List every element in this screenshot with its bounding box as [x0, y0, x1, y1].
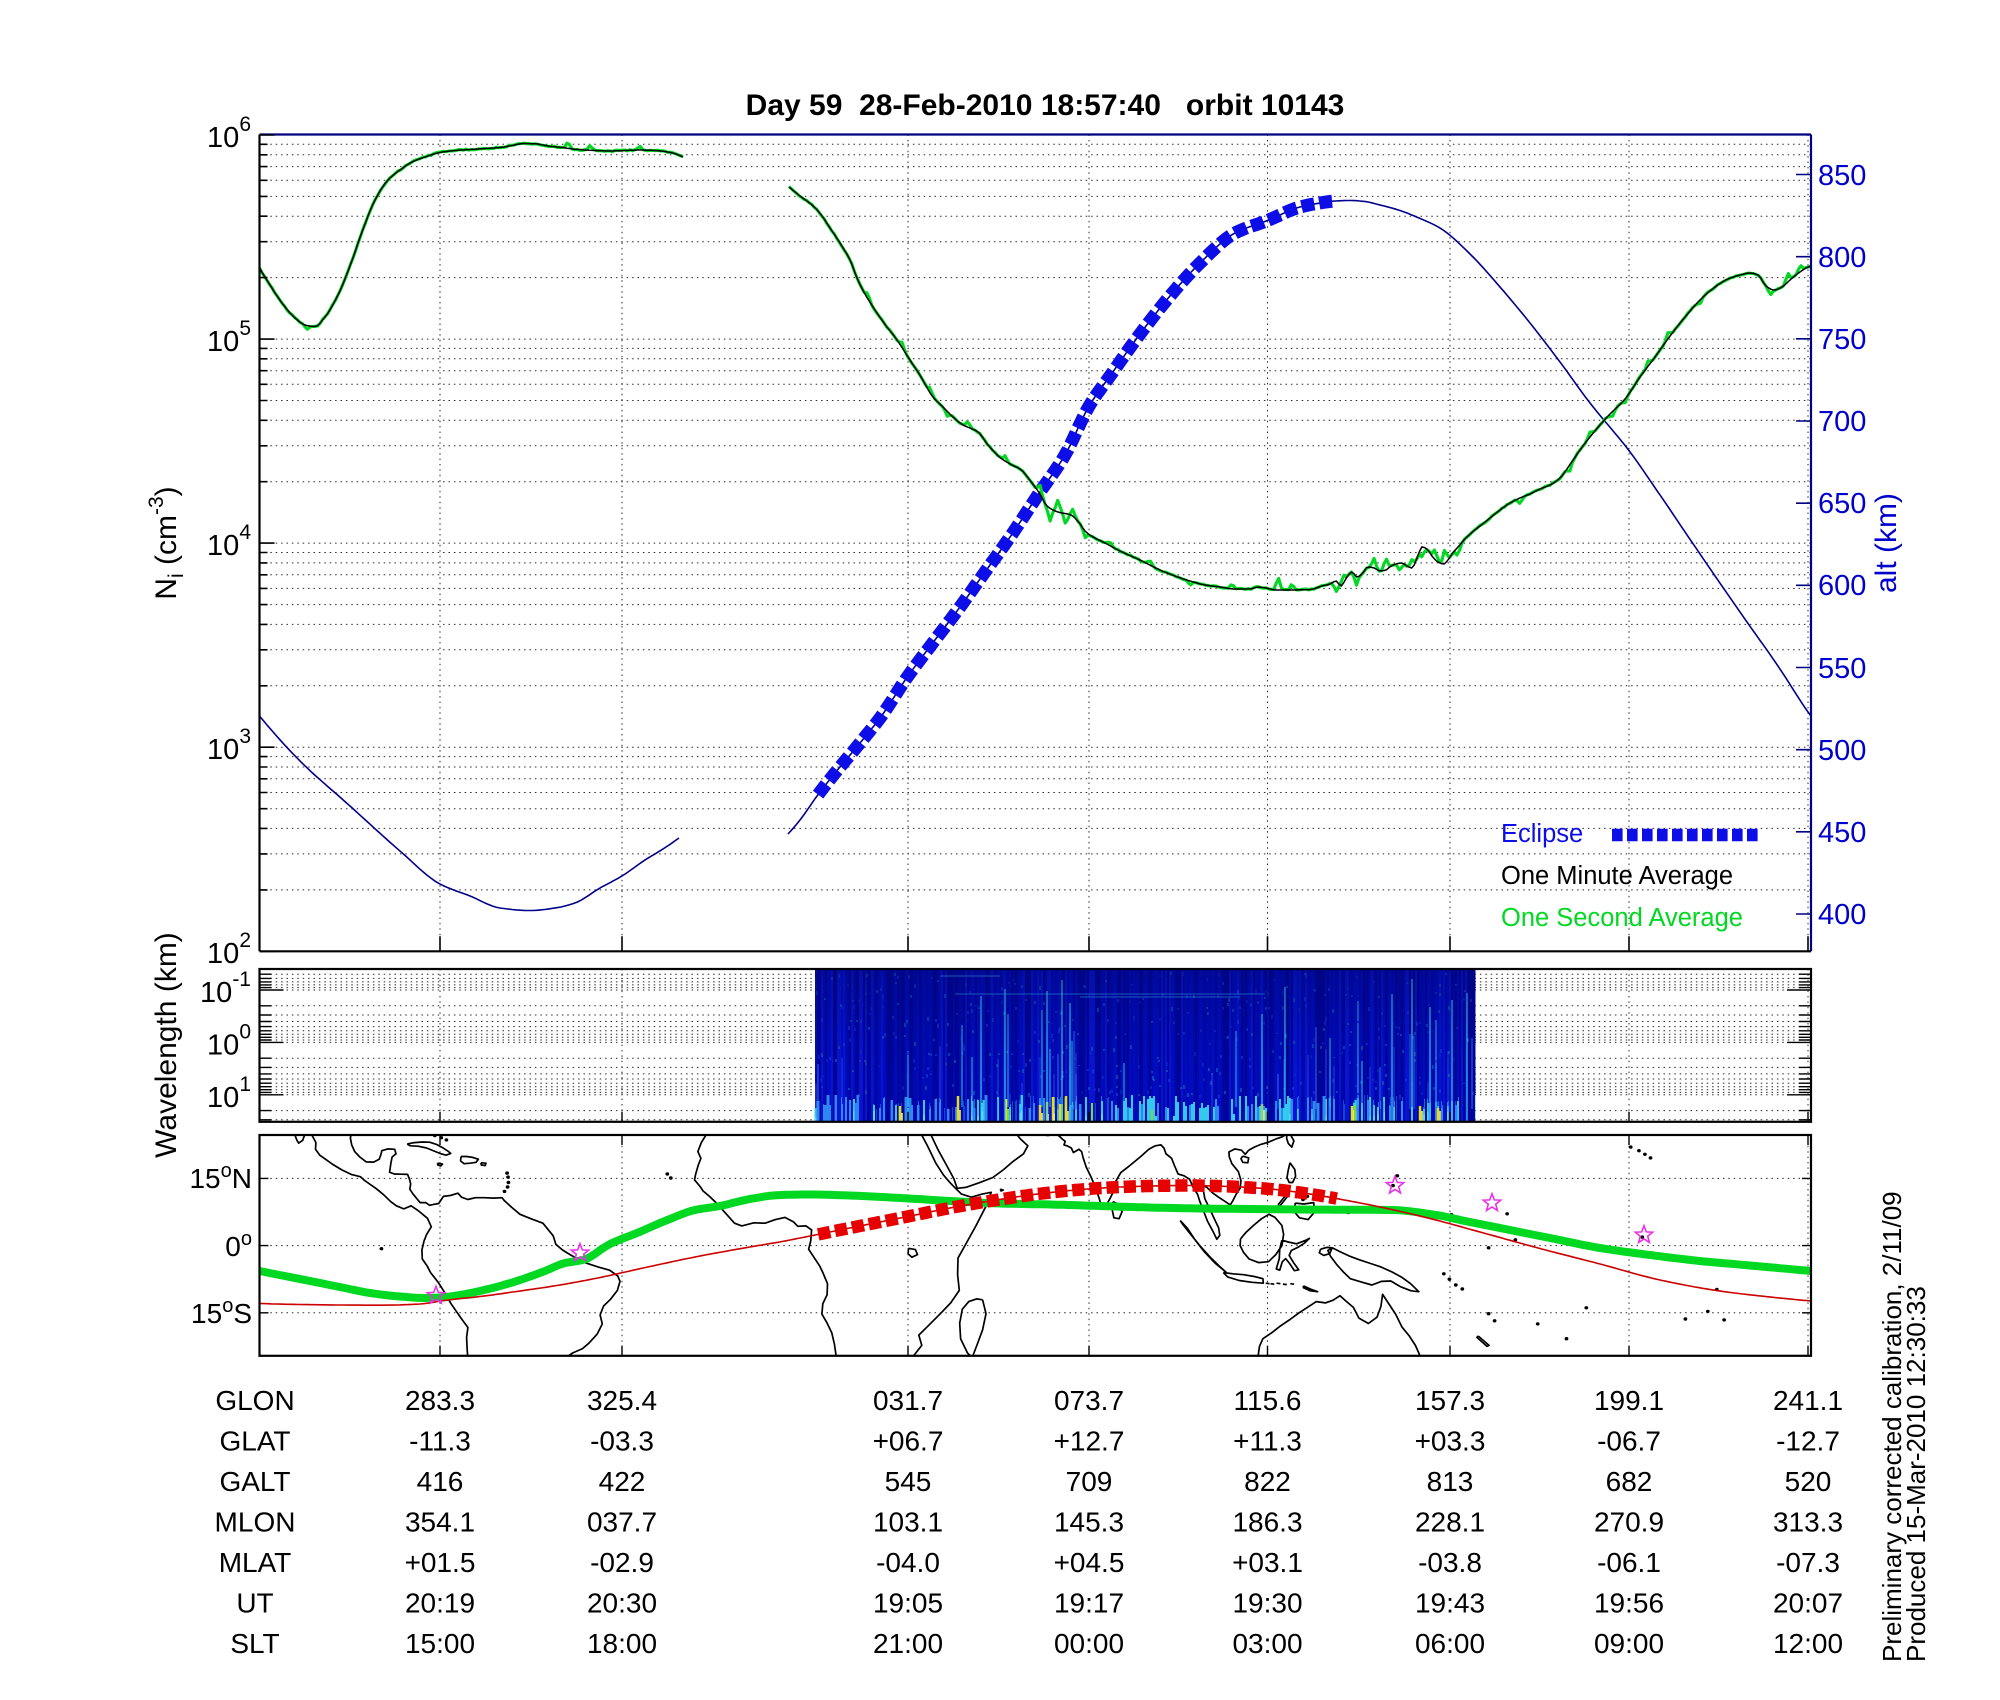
svg-text:+04.5: +04.5 — [1054, 1547, 1125, 1578]
svg-text:18:00: 18:00 — [587, 1628, 657, 1659]
svg-text:+06.7: +06.7 — [873, 1426, 944, 1457]
svg-text:-04.0: -04.0 — [876, 1547, 940, 1578]
svg-text:600: 600 — [1818, 570, 1866, 602]
svg-text:-11.3: -11.3 — [409, 1426, 471, 1457]
svg-text:GLAT: GLAT — [219, 1426, 290, 1457]
svg-text:-03.3: -03.3 — [590, 1426, 654, 1457]
svg-text:400: 400 — [1818, 899, 1866, 931]
svg-text:450: 450 — [1818, 817, 1866, 849]
svg-text:20:19: 20:19 — [405, 1588, 475, 1619]
svg-text:-12.7: -12.7 — [1776, 1426, 1840, 1457]
svg-text:241.1: 241.1 — [1773, 1385, 1843, 1416]
svg-text:700: 700 — [1818, 406, 1866, 438]
svg-text:UT: UT — [236, 1588, 273, 1619]
svg-text:20:30: 20:30 — [587, 1588, 657, 1619]
svg-text:One Second Average: One Second Average — [1501, 904, 1743, 932]
svg-text:709: 709 — [1066, 1466, 1113, 1497]
svg-text:Preliminary corrected calibrat: Preliminary corrected calibration, 2/11/… — [1877, 1191, 1907, 1662]
svg-text:682: 682 — [1606, 1466, 1653, 1497]
svg-text:283.3: 283.3 — [405, 1385, 475, 1416]
svg-text:-06.7: -06.7 — [1597, 1426, 1661, 1457]
svg-text:313.3: 313.3 — [1773, 1507, 1843, 1538]
svg-text:+11.3: +11.3 — [1233, 1426, 1302, 1457]
svg-text:073.7: 073.7 — [1054, 1385, 1124, 1416]
svg-text:09:00: 09:00 — [1594, 1628, 1664, 1659]
svg-text:20:07: 20:07 — [1773, 1588, 1843, 1619]
svg-text:545: 545 — [885, 1466, 932, 1497]
svg-text:145.3: 145.3 — [1054, 1507, 1124, 1538]
svg-text:103.1: 103.1 — [873, 1507, 943, 1538]
svg-text:alt (km): alt (km) — [1870, 493, 1903, 593]
svg-text:+12.7: +12.7 — [1054, 1426, 1125, 1457]
svg-text:813: 813 — [1427, 1466, 1474, 1497]
svg-text:GLON: GLON — [215, 1385, 294, 1416]
svg-text:199.1: 199.1 — [1594, 1385, 1664, 1416]
svg-text:037.7: 037.7 — [587, 1507, 657, 1538]
svg-text:157.3: 157.3 — [1415, 1385, 1485, 1416]
svg-text:650: 650 — [1818, 488, 1866, 520]
svg-text:500: 500 — [1818, 735, 1866, 767]
svg-text:15oS: 15oS — [191, 1295, 252, 1329]
svg-text:-06.1: -06.1 — [1597, 1547, 1661, 1578]
svg-text:GALT: GALT — [219, 1466, 290, 1497]
svg-text:750: 750 — [1818, 324, 1866, 356]
svg-text:15:00: 15:00 — [405, 1628, 475, 1659]
svg-text:+03.3: +03.3 — [1415, 1426, 1486, 1457]
svg-text:186.3: 186.3 — [1232, 1507, 1302, 1538]
svg-text:Produced 15-Mar-2010 12:30:33: Produced 15-Mar-2010 12:30:33 — [1901, 1286, 1931, 1662]
svg-text:19:17: 19:17 — [1054, 1588, 1124, 1619]
svg-text:One Minute Average: One Minute Average — [1501, 862, 1733, 890]
svg-text:520: 520 — [1785, 1466, 1832, 1497]
svg-text:MLON: MLON — [215, 1507, 296, 1538]
svg-text:-07.3: -07.3 — [1776, 1547, 1840, 1578]
svg-text:416: 416 — [417, 1466, 464, 1497]
svg-text:SLT: SLT — [230, 1628, 279, 1659]
svg-text:800: 800 — [1818, 242, 1866, 274]
svg-text:+03.1: +03.1 — [1232, 1547, 1303, 1578]
svg-text:850: 850 — [1818, 160, 1866, 192]
svg-text:21:00: 21:00 — [873, 1628, 943, 1659]
svg-text:19:30: 19:30 — [1232, 1588, 1302, 1619]
svg-text:550: 550 — [1818, 653, 1866, 685]
svg-text:12:00: 12:00 — [1773, 1628, 1843, 1659]
svg-text:031.7: 031.7 — [873, 1385, 943, 1416]
svg-text:325.4: 325.4 — [587, 1385, 657, 1416]
svg-text:270.9: 270.9 — [1594, 1507, 1664, 1538]
svg-text:422: 422 — [599, 1466, 646, 1497]
svg-text:Wavelength (km): Wavelength (km) — [150, 932, 183, 1158]
svg-text:822: 822 — [1244, 1466, 1291, 1497]
svg-text:Eclipse: Eclipse — [1501, 820, 1583, 848]
svg-text:03:00: 03:00 — [1232, 1628, 1302, 1659]
svg-text:19:05: 19:05 — [873, 1588, 943, 1619]
svg-text:00:00: 00:00 — [1054, 1628, 1124, 1659]
svg-text:115.6: 115.6 — [1234, 1385, 1302, 1416]
svg-text:+01.5: +01.5 — [405, 1547, 476, 1578]
svg-text:-02.9: -02.9 — [590, 1547, 654, 1578]
svg-text:19:43: 19:43 — [1415, 1588, 1485, 1619]
svg-text:228.1: 228.1 — [1415, 1507, 1485, 1538]
svg-text:-03.8: -03.8 — [1418, 1547, 1482, 1578]
svg-text:Day 59 28-Feb-2010 18:57:40: Day 59 28-Feb-2010 18:57:40 orbit 10143 — [746, 89, 1345, 122]
svg-text:19:56: 19:56 — [1594, 1588, 1664, 1619]
svg-text:06:00: 06:00 — [1415, 1628, 1485, 1659]
svg-text:Ni (cm-3): Ni (cm-3) — [145, 486, 188, 599]
svg-text:354.1: 354.1 — [405, 1507, 475, 1538]
svg-text:MLAT: MLAT — [219, 1547, 292, 1578]
